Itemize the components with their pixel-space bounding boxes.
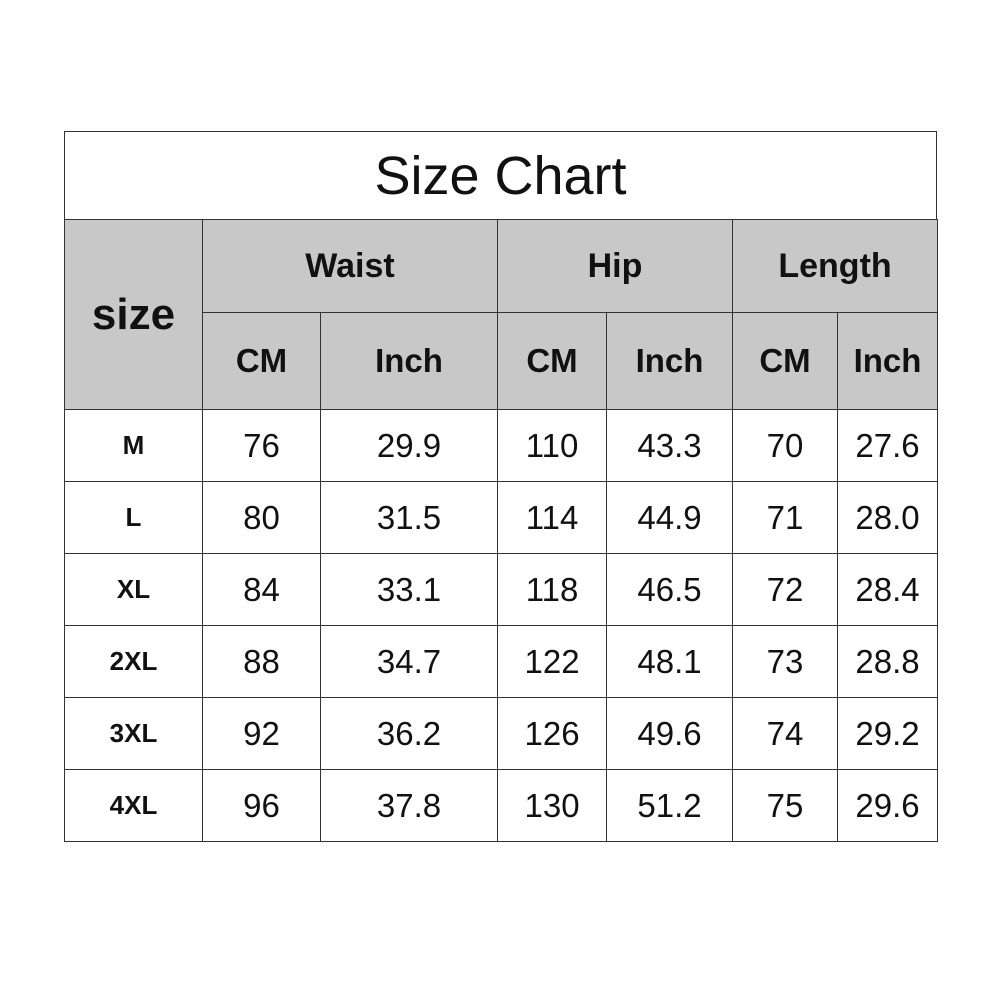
value-cell: 29.2 bbox=[837, 697, 939, 770]
value-cell: 36.2 bbox=[319, 697, 499, 770]
table-row: XL 84 33.1 118 46.5 72 28.4 bbox=[64, 553, 939, 626]
value-cell: 71 bbox=[732, 481, 839, 554]
value-cell: 49.6 bbox=[606, 697, 734, 770]
size-cell: L bbox=[64, 481, 203, 554]
value-cell: 84 bbox=[202, 553, 321, 626]
value-cell: 122 bbox=[497, 625, 608, 698]
header-unit: CM bbox=[202, 312, 321, 410]
header-waist: Waist bbox=[201, 219, 499, 313]
value-cell: 72 bbox=[732, 553, 839, 626]
value-cell: 75 bbox=[732, 769, 839, 842]
size-table: size Waist Hip Length CM Inch CM Inch CM… bbox=[64, 219, 939, 842]
value-cell: 43.3 bbox=[606, 409, 734, 482]
value-cell: 28.8 bbox=[837, 625, 939, 698]
table-row: 2XL 88 34.7 122 48.1 73 28.8 bbox=[64, 625, 939, 698]
value-cell: 114 bbox=[497, 481, 608, 554]
value-cell: 37.8 bbox=[319, 769, 499, 842]
value-cell: 44.9 bbox=[606, 481, 734, 554]
header-unit: Inch bbox=[606, 312, 734, 410]
value-cell: 96 bbox=[202, 769, 321, 842]
value-cell: 48.1 bbox=[606, 625, 734, 698]
value-cell: 88 bbox=[202, 625, 321, 698]
header-unit: Inch bbox=[837, 312, 939, 410]
value-cell: 31.5 bbox=[319, 481, 499, 554]
value-cell: 130 bbox=[497, 769, 608, 842]
value-cell: 28.0 bbox=[837, 481, 939, 554]
value-cell: 28.4 bbox=[837, 553, 939, 626]
value-cell: 110 bbox=[497, 409, 608, 482]
size-cell: 3XL bbox=[64, 697, 203, 770]
value-cell: 92 bbox=[202, 697, 321, 770]
value-cell: 118 bbox=[497, 553, 608, 626]
value-cell: 33.1 bbox=[319, 553, 499, 626]
header-unit: CM bbox=[497, 312, 608, 410]
table-row: M 76 29.9 110 43.3 70 27.6 bbox=[64, 409, 939, 482]
size-chart: Size Chart size Waist Hip Length CM Inch… bbox=[64, 131, 939, 842]
value-cell: 29.9 bbox=[319, 409, 499, 482]
table-row: 4XL 96 37.8 130 51.2 75 29.6 bbox=[64, 769, 939, 842]
value-cell: 76 bbox=[202, 409, 321, 482]
size-cell: 2XL bbox=[64, 625, 203, 698]
table-row: 3XL 92 36.2 126 49.6 74 29.2 bbox=[64, 697, 939, 770]
size-cell: M bbox=[64, 409, 203, 482]
value-cell: 80 bbox=[202, 481, 321, 554]
value-cell: 29.6 bbox=[837, 769, 939, 842]
header-hip: Hip bbox=[497, 219, 734, 313]
header-row-groups: size Waist Hip Length bbox=[64, 219, 939, 410]
size-cell: 4XL bbox=[64, 769, 203, 842]
table-row: L 80 31.5 114 44.9 71 28.0 bbox=[64, 481, 939, 554]
header-length: Length bbox=[732, 219, 939, 313]
value-cell: 34.7 bbox=[319, 625, 499, 698]
value-cell: 70 bbox=[732, 409, 839, 482]
value-cell: 74 bbox=[732, 697, 839, 770]
value-cell: 46.5 bbox=[606, 553, 734, 626]
value-cell: 51.2 bbox=[606, 769, 734, 842]
value-cell: 73 bbox=[732, 625, 839, 698]
value-cell: 126 bbox=[497, 697, 608, 770]
chart-title: Size Chart bbox=[64, 131, 937, 219]
header-unit: CM bbox=[732, 312, 839, 410]
header-size: size bbox=[64, 219, 203, 410]
size-cell: XL bbox=[64, 553, 203, 626]
header-row-units: CM Inch CM Inch CM Inch bbox=[65, 312, 939, 410]
header-unit: Inch bbox=[319, 312, 499, 410]
value-cell: 27.6 bbox=[837, 409, 939, 482]
